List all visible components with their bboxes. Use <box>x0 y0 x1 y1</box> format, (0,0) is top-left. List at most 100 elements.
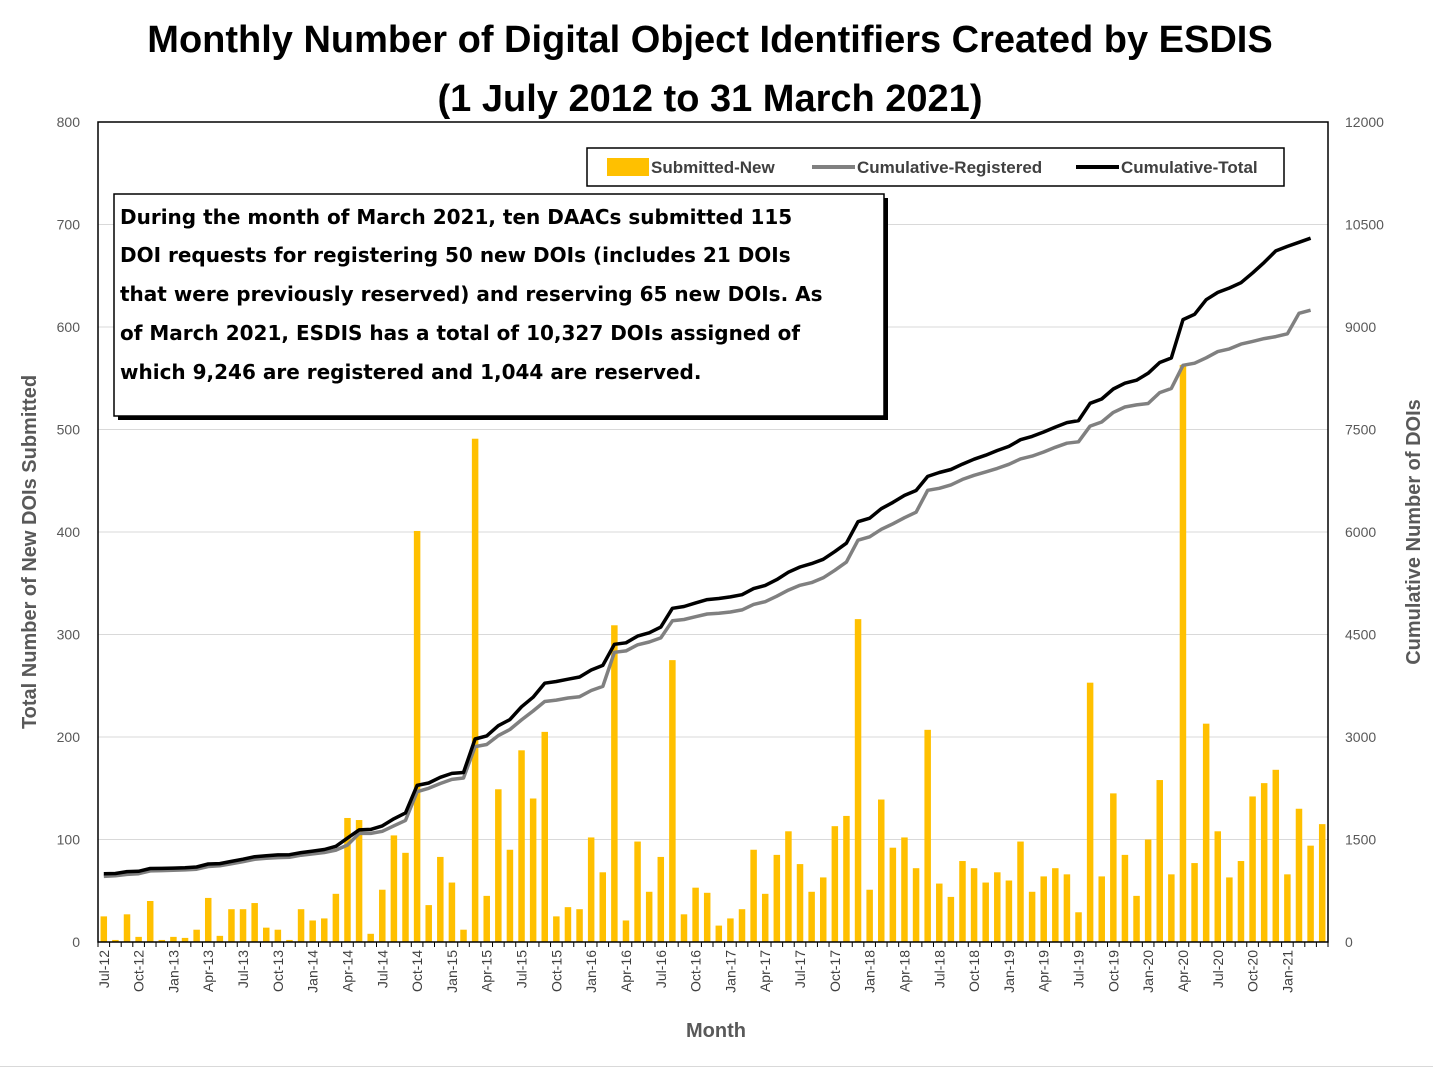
bar <box>553 916 560 942</box>
x-tick-label: Jul-18 <box>931 950 947 988</box>
bar <box>274 929 282 942</box>
bar <box>1272 769 1280 942</box>
bar <box>216 935 224 942</box>
x-tick-label: Oct-18 <box>966 950 982 992</box>
bar <box>1110 793 1117 942</box>
line-cumulative-total <box>103 236 1312 876</box>
bar <box>390 835 398 942</box>
bar <box>112 939 119 942</box>
bar <box>1226 877 1233 942</box>
x-tick-label: Apr-17 <box>757 950 773 992</box>
legend: Submitted-New Cumulative-Registered Cumu… <box>586 147 1285 187</box>
bar <box>344 817 351 942</box>
bar <box>135 936 142 942</box>
bar <box>866 889 873 942</box>
bar <box>367 933 374 942</box>
left-axis-ticks: 0 100 200 300 400 500 600 700 800 <box>57 114 81 950</box>
annotation-line-5: which 9,246 are registered and 1,044 are… <box>120 360 701 384</box>
x-tick-label: Jul-16 <box>653 950 669 988</box>
bar <box>843 815 850 942</box>
x-tick-label: Oct-16 <box>688 950 704 992</box>
right-axis-ticks: 0 1500 3000 4500 6000 7500 9000 10500 12000 <box>1345 114 1384 950</box>
x-axis-ticks: Jul-12 Oct-12 Jan-13 Apr-13 Jul-13 Oct-13 Jan-… <box>96 942 1329 993</box>
right-tick-label: 0 <box>1345 934 1353 950</box>
bar <box>1191 863 1198 942</box>
bar <box>204 897 212 942</box>
x-tick-label: Jan-17 <box>722 950 738 993</box>
bar <box>611 625 618 942</box>
bar <box>959 861 966 942</box>
bar <box>170 936 177 942</box>
bar <box>193 929 200 942</box>
bar <box>228 909 235 942</box>
right-tick-label: 9000 <box>1345 319 1376 335</box>
bar <box>297 909 305 942</box>
bar <box>692 887 699 942</box>
x-axis-title: Month <box>686 1020 746 1042</box>
bar <box>738 909 746 942</box>
bar <box>761 893 769 942</box>
x-tick-label: Jul-12 <box>96 950 112 988</box>
x-tick-label: Jan-16 <box>583 950 599 993</box>
bar <box>321 918 328 942</box>
bar <box>1202 723 1210 942</box>
x-tick-label: Jan-13 <box>165 950 181 993</box>
bar <box>1005 880 1013 942</box>
right-tick-label: 4500 <box>1345 627 1376 643</box>
x-tick-label: Jan-14 <box>305 950 321 993</box>
x-tick-label: Oct-14 <box>409 950 425 992</box>
x-tick-label: Jan-20 <box>1140 950 1156 993</box>
right-tick-label: 3000 <box>1345 729 1376 745</box>
bar <box>901 837 908 942</box>
cumulative-lines <box>103 236 1312 879</box>
bar <box>727 918 734 942</box>
bar <box>1179 364 1187 942</box>
bar <box>263 927 270 942</box>
x-tick-label: Jul-19 <box>1071 950 1087 988</box>
bar <box>1098 876 1105 942</box>
bar <box>1063 874 1071 942</box>
x-tick-label: Apr-18 <box>897 950 913 992</box>
chart-title-line-1: Monthly Number of Digital Object Identif… <box>147 19 1272 61</box>
bar <box>460 929 467 942</box>
bar <box>355 820 363 942</box>
bar <box>1284 874 1291 942</box>
bar <box>889 847 897 942</box>
right-tick-label: 12000 <box>1345 114 1384 130</box>
x-tick-label: Jan-19 <box>1001 950 1017 993</box>
x-tick-label: Jul-14 <box>374 950 390 988</box>
bar <box>947 896 955 942</box>
x-tick-label: Oct-20 <box>1245 950 1261 992</box>
x-tick-label: Jan-15 <box>444 950 460 993</box>
bar <box>912 868 920 942</box>
x-tick-label: Oct-15 <box>548 950 564 992</box>
right-tick-label: 10500 <box>1345 217 1384 233</box>
bar <box>471 438 479 942</box>
x-tick-label: Apr-20 <box>1175 950 1191 992</box>
bar <box>819 877 827 942</box>
x-tick-label: Jul-20 <box>1210 950 1226 988</box>
bar <box>251 903 258 942</box>
x-tick-label: Apr-15 <box>479 950 495 992</box>
right-axis-title: Cumulative Number of DOIs <box>1403 399 1425 665</box>
bar <box>1121 854 1129 942</box>
left-axis-title: Total Number of New DOIs Submitted <box>19 375 41 729</box>
bar <box>529 798 537 942</box>
bar <box>425 905 432 942</box>
left-tick-label: 600 <box>57 319 81 335</box>
bar <box>1307 845 1314 942</box>
x-tick-label: Oct-17 <box>827 950 843 992</box>
x-tick-label: Jul-17 <box>792 950 808 988</box>
bar <box>506 849 514 942</box>
bar <box>750 849 757 942</box>
bar <box>703 892 711 942</box>
left-tick-label: 200 <box>57 729 81 745</box>
bar <box>518 750 525 942</box>
x-tick-label: Jul-15 <box>514 950 530 988</box>
bar <box>808 891 815 942</box>
annotation-box: During the month of March 2021, ten DAAC… <box>113 193 888 420</box>
bar <box>1075 912 1082 942</box>
x-tick-label: Oct-12 <box>131 950 147 992</box>
legend-swatch-submitted-new <box>607 158 649 176</box>
left-tick-label: 500 <box>57 422 81 438</box>
